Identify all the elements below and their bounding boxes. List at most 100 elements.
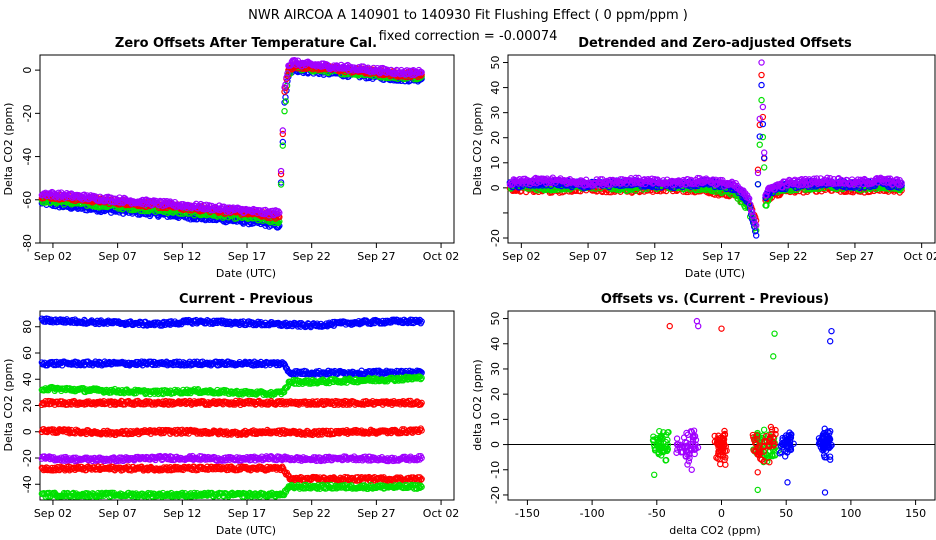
p2-point-green (759, 133, 767, 141)
p2-xtick-label: Sep 12 (636, 250, 674, 263)
p3-xtick-label: Sep 17 (228, 507, 266, 520)
p2-point-blue (752, 232, 760, 239)
p3-ytick-label: 80 (21, 320, 34, 334)
p3-ytick-label: 20 (21, 399, 34, 413)
plot-current-previous-axes: Sep 02 Sep 07 Sep 12 Sep 17 Sep 22 Sep 27 Oct … (21, 320, 459, 520)
p2-point-purple (824, 174, 831, 182)
p2-ytick-label: 0 (489, 184, 502, 191)
p1-xtick-label: Sep 12 (163, 250, 201, 263)
p1-xtick-label: Sep 02 (34, 250, 72, 263)
plot-zero-offsets-title: Zero Offsets After Temperature Cal. (115, 36, 377, 51)
p1-point-red (281, 88, 288, 95)
p2-point-purple (748, 208, 756, 216)
p1-ytick-label: -20 (21, 104, 34, 122)
p2-point-purple (761, 149, 768, 156)
plot-detrended-offsets: Detrended and Zero-adjusted Offsets Date… (471, 36, 936, 280)
plot-current-previous: Current - Previous Date (UTC) Delta CO2 … (2, 292, 459, 537)
p3-xtick-label: Sep 12 (163, 507, 201, 520)
p2-point-purple (749, 213, 757, 220)
plot-detrended-offsets-ylabel: Delta CO2 (ppm) (471, 103, 484, 196)
p1-point-green (281, 107, 288, 115)
plot-detrended-offsets-title: Detrended and Zero-adjusted Offsets (578, 36, 852, 51)
p2-point-red (758, 71, 765, 79)
p1-point-purple (279, 127, 286, 134)
p2-point-green (756, 141, 763, 148)
p2-point-purple (826, 175, 834, 182)
plot-detrended-offsets-axes: Sep 02 Sep 07 Sep 12 Sep 17 Sep 22 Sep 27 Oct … (489, 56, 936, 263)
plot-detrended-offsets-frame (507, 54, 936, 244)
p1-point-blue (277, 179, 285, 186)
p2-ytick-label: -20 (489, 229, 502, 247)
p3-ytick-label: -20 (21, 449, 34, 467)
p2-point-red (756, 121, 763, 129)
p2-xtick-label: Sep 22 (769, 250, 807, 263)
p1-point-green (277, 181, 285, 188)
p1-point-purple (282, 81, 289, 88)
p3-xtick-label: Sep 02 (34, 507, 72, 520)
plot-detrended-offsets-marks (506, 59, 905, 239)
p3-point-blue-high (390, 316, 398, 323)
p3-ytick-label: 40 (21, 372, 34, 386)
p1-point-green (275, 219, 282, 227)
p1-ytick-label: -80 (21, 234, 34, 252)
plot-current-previous-marks (38, 315, 425, 500)
p2-point-purple (750, 216, 758, 224)
figure-subtitle: fixed correction = -0.00074 (379, 29, 558, 44)
p3-ytick-label: -40 (21, 475, 34, 493)
plot-zero-offsets: Zero Offsets After Temperature Cal. Date… (2, 36, 459, 280)
p2-xtick-label: Sep 27 (836, 250, 874, 263)
p2-ytick-label: 50 (489, 56, 502, 70)
p1-point-purple (281, 84, 288, 91)
p2-point-purple (759, 103, 767, 111)
plot-zero-offsets-axes: Sep 02 Sep 07 Sep 12 Sep 17 Sep 22 Sep 27 Oct … (21, 67, 459, 263)
p1-xtick-label: Sep 22 (293, 250, 331, 263)
p2-point-blue (759, 120, 767, 128)
p3-xtick-label: Oct 02 (423, 507, 460, 520)
plot-detrended-offsets-xlabel: Date (UTC) (685, 267, 745, 280)
p2-xtick-label: Sep 02 (502, 250, 540, 263)
p1-xtick-label: Oct 02 (423, 250, 460, 263)
p1-point-purple (284, 70, 291, 77)
p2-point-purple (763, 192, 770, 199)
p3-xtick-label: Sep 27 (357, 507, 395, 520)
plot-current-previous-ylabel: Delta CO2 (ppm) (2, 359, 15, 452)
p1-point-red (279, 130, 286, 138)
p1-point-blue (279, 138, 286, 146)
p2-point-red (754, 166, 762, 173)
p2-point-blue (754, 181, 762, 188)
p2-xtick-label: Oct 02 (903, 250, 936, 263)
p2-point-green (761, 164, 768, 171)
plot-current-previous-title: Current - Previous (179, 292, 313, 307)
plot-zero-offsets-marks (38, 56, 425, 231)
p2-point-blue (751, 228, 759, 235)
p2-point-purple (897, 181, 904, 188)
p1-xtick-label: Sep 27 (357, 250, 395, 263)
p1-point-green (279, 142, 286, 149)
plot-current-previous-xlabel: Date (UTC) (216, 524, 276, 537)
p2-ytick-label: 10 (489, 156, 502, 170)
plot-zero-offsets-xlabel: Date (UTC) (216, 267, 276, 280)
p1-point-green (282, 98, 290, 105)
p2-point-green (758, 96, 765, 104)
p2-point-purple (751, 220, 759, 228)
p2-point-purple (754, 169, 762, 177)
p2-xtick-label: Sep 07 (569, 250, 607, 263)
p2-xtick-label: Sep 17 (702, 250, 740, 263)
p1-point-purple (275, 208, 282, 215)
p2-point-blue (758, 81, 765, 89)
p2-point-red (759, 113, 767, 121)
p1-point-purple (272, 207, 279, 214)
p2-point-purple (756, 115, 763, 122)
p3-ytick-label: 0 (21, 428, 34, 435)
p2-ytick-label: 40 (489, 81, 502, 95)
p1-xtick-label: Sep 17 (228, 250, 266, 263)
p2-ytick-label: 20 (489, 131, 502, 145)
p1-point-purple (417, 68, 424, 76)
plot-zero-offsets-ylabel: Delta CO2 (ppm) (2, 103, 15, 196)
p2-point-purple (758, 59, 765, 66)
p1-point-purple (277, 167, 285, 175)
p1-point-red (277, 170, 285, 178)
p2-point-purple (784, 182, 791, 189)
p2-point-purple (893, 176, 901, 183)
